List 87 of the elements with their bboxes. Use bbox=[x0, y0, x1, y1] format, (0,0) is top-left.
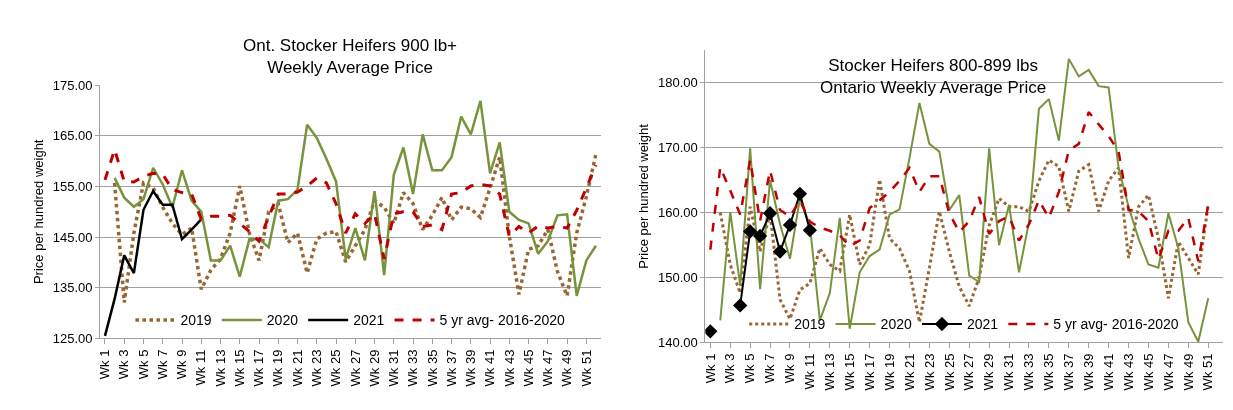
x-tick-label: Wk 37 bbox=[443, 349, 459, 387]
y-axis-title: Price per hundred weight bbox=[30, 139, 46, 285]
x-tick-label: Wk 29 bbox=[366, 349, 382, 387]
y-tick-label: 170.00 bbox=[657, 140, 698, 156]
y-tick-label: 145.00 bbox=[52, 229, 93, 245]
x-tick-label: Wk 49 bbox=[559, 349, 575, 387]
x-tick-label: Wk 33 bbox=[405, 349, 421, 387]
x-tick-label: Wk 13 bbox=[212, 349, 228, 387]
x-tick-label: Wk 21 bbox=[901, 353, 917, 391]
x-tick-label: Wk 23 bbox=[921, 353, 937, 391]
x-tick-label: Wk 3 bbox=[116, 349, 132, 380]
x-tick-label: Wk 9 bbox=[174, 349, 190, 380]
x-tick-label: Wk 9 bbox=[782, 353, 798, 384]
y-tick-label: 150.00 bbox=[657, 270, 698, 286]
legend-label: 2021 bbox=[966, 316, 999, 333]
x-tick-label: Wk 5 bbox=[742, 353, 758, 384]
x-tick-label: Wk 15 bbox=[231, 349, 247, 387]
x-tick-label: Wk 25 bbox=[328, 349, 344, 387]
x-tick-label: Wk 11 bbox=[802, 353, 818, 390]
x-tick-label: Wk 29 bbox=[981, 353, 997, 391]
legend-label: 2020 bbox=[266, 312, 299, 329]
x-tick-label: Wk 41 bbox=[1100, 353, 1116, 391]
line-series bbox=[113, 99, 598, 298]
x-tick-label: Wk 51 bbox=[578, 349, 594, 387]
point bbox=[742, 224, 758, 239]
x-tick-label: Wk 7 bbox=[154, 349, 170, 380]
x-tick-label: Wk 31 bbox=[1001, 353, 1017, 391]
legend-label: 5 yr avg- 2016-2020 bbox=[1053, 316, 1179, 333]
y-tick-label: 175.00 bbox=[52, 77, 93, 93]
x-tick-label: Wk 45 bbox=[520, 349, 536, 387]
y-tick-label: 135.00 bbox=[52, 280, 93, 296]
x-tick-label: Wk 39 bbox=[463, 349, 479, 387]
x-tick-label: Wk 17 bbox=[861, 353, 877, 391]
y-tick-label: 140.00 bbox=[657, 334, 698, 350]
y-tick-label: 165.00 bbox=[52, 128, 93, 144]
x-tick-label: Wk 17 bbox=[251, 349, 267, 387]
x-tick-label: Wk 45 bbox=[1140, 353, 1156, 391]
line-series bbox=[112, 152, 598, 305]
point bbox=[762, 206, 778, 221]
x-tick-label: Wk 33 bbox=[1021, 353, 1037, 391]
x-tick-label: Wk 47 bbox=[540, 349, 556, 387]
y-tick-label: 180.00 bbox=[657, 75, 698, 91]
point bbox=[782, 217, 798, 233]
point bbox=[792, 186, 808, 201]
x-tick-label: Wk 37 bbox=[1061, 353, 1077, 391]
x-tick-label: Wk 31 bbox=[386, 349, 402, 387]
x-tick-label: Wk 49 bbox=[1180, 353, 1196, 391]
x-tick-label: Wk 1 bbox=[702, 353, 718, 384]
y-tick-label: 155.00 bbox=[52, 179, 93, 195]
x-tick-label: Wk 35 bbox=[424, 349, 440, 387]
x-tick-label: Wk 39 bbox=[1080, 353, 1096, 391]
x-tick-label: Wk 13 bbox=[822, 353, 838, 391]
x-tick-label: Wk 7 bbox=[762, 353, 778, 384]
legend-label: 5 yr avg- 2016-2020 bbox=[439, 312, 566, 329]
x-tick-label: Wk 27 bbox=[961, 353, 977, 391]
text: Stocker Heifers 800-899 lbs Ontario Weekly Average Price bbox=[820, 56, 1047, 98]
chart-title: Ont. Stocker Heifers 900 lb+ Weekly Average Price bbox=[243, 36, 458, 78]
x-tick-label: Wk 23 bbox=[309, 349, 325, 387]
legend-label: 2020 bbox=[880, 316, 912, 333]
legend-label: 2019 bbox=[180, 312, 212, 329]
point bbox=[772, 244, 788, 259]
x-tick-label: Wk 35 bbox=[1041, 353, 1057, 391]
x-tick-label: Wk 27 bbox=[347, 349, 363, 387]
x-tick-label: Wk 21 bbox=[289, 349, 305, 387]
x-tick-label: Wk 15 bbox=[841, 353, 857, 391]
x-tick-label: Wk 5 bbox=[135, 349, 151, 380]
y-tick-label: 160.00 bbox=[657, 205, 698, 221]
x-tick-label: Wk 41 bbox=[482, 349, 498, 387]
legend-label: 2021 bbox=[353, 312, 385, 329]
x-tick-label: Wk 1 bbox=[97, 349, 113, 380]
line-series bbox=[719, 57, 1210, 343]
y-axis-title: Price per hundred weight bbox=[635, 123, 651, 269]
y-tick-label: 125.00 bbox=[52, 330, 93, 346]
x-tick-label: Wk 43 bbox=[501, 349, 517, 387]
x-tick-label: Wk 51 bbox=[1200, 353, 1216, 391]
x-tick-label: Wk 19 bbox=[881, 353, 897, 391]
legend-label: 2019 bbox=[794, 316, 826, 333]
point bbox=[752, 228, 768, 244]
point bbox=[733, 298, 748, 313]
x-tick-label: Wk 3 bbox=[722, 353, 738, 384]
point bbox=[802, 222, 818, 238]
x-tick-label: Wk 19 bbox=[270, 349, 286, 387]
x-tick-label: Wk 47 bbox=[1160, 353, 1176, 391]
line-series bbox=[709, 110, 1210, 263]
x-tick-label: Wk 43 bbox=[1120, 353, 1136, 391]
x-tick-label: Wk 11 bbox=[193, 349, 209, 386]
x-tick-label: Wk 25 bbox=[941, 353, 957, 391]
